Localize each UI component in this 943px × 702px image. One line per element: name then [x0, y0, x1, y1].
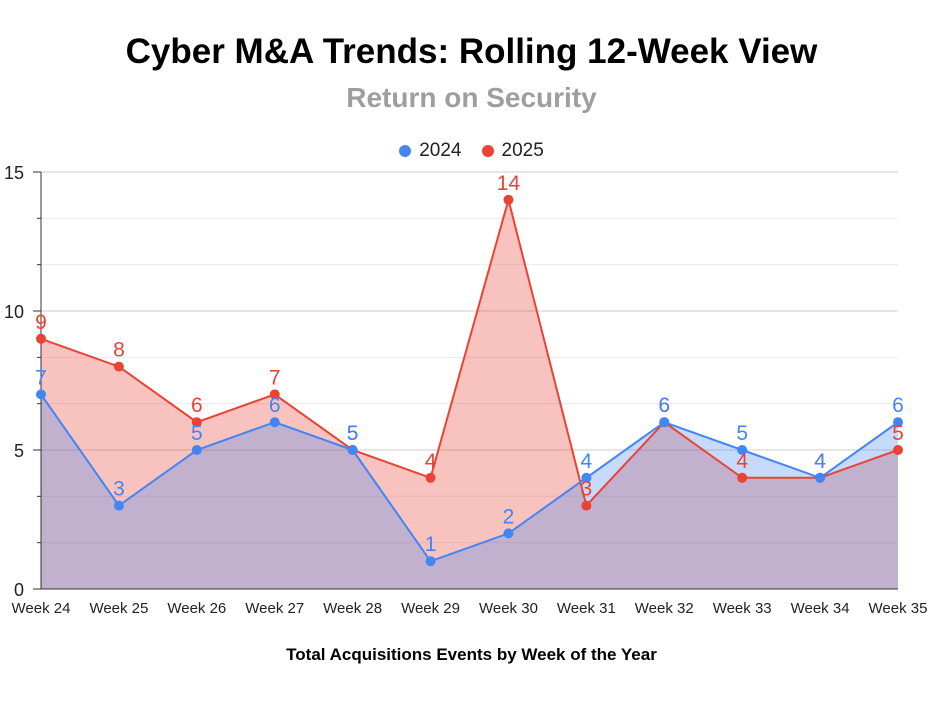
x-axis-title: Total Acquisitions Events by Week of the…: [286, 645, 657, 664]
area-2024: [41, 394, 898, 589]
legend-label-2025: 2025: [501, 140, 544, 161]
legend-label-2024: 2024: [419, 140, 462, 161]
data-label-2025: 3: [581, 478, 593, 501]
data-label-2024: 6: [658, 394, 670, 417]
y-tick-label: 5: [14, 441, 24, 461]
y-tick-label: 0: [14, 580, 24, 600]
data-point-2024: [737, 445, 748, 455]
data-point-2025: [113, 361, 124, 372]
x-tick-label: Week 28: [323, 600, 382, 617]
data-label-2025: 5: [892, 422, 904, 445]
data-label-2024: 4: [581, 450, 593, 473]
y-tick-label: 10: [4, 302, 24, 322]
chart-title: Cyber M&A Trends: Rolling 12-Week View: [125, 32, 818, 71]
data-point-2025: [36, 333, 46, 344]
x-tick-label: Week 26: [167, 600, 226, 617]
data-label-2025: 8: [113, 339, 125, 362]
x-tick-label: Week 34: [791, 600, 850, 617]
series-line-2025: [40, 195, 899, 508]
legend: 2024 2025: [0, 140, 943, 162]
data-point-2024: [347, 445, 358, 455]
data-label-2024: 6: [269, 394, 281, 417]
data-label-2024: 5: [347, 422, 359, 445]
x-tick-label: Week 27: [245, 600, 304, 617]
data-point-2024: [659, 417, 670, 428]
x-tick-label: Week 25: [89, 600, 148, 617]
data-label-2025: 9: [35, 311, 47, 334]
data-point-2024: [815, 472, 826, 483]
legend-marker-2024: [399, 145, 412, 157]
data-point-2025: [581, 500, 592, 511]
data-point-2024: [269, 417, 280, 428]
data-label-2025: 6: [191, 394, 203, 417]
data-label-2025: 4: [425, 450, 437, 473]
y-tick-label: 15: [4, 163, 24, 183]
data-label-2024: 3: [113, 478, 125, 501]
x-tick-label: Week 29: [401, 600, 460, 617]
data-label-2024: 7: [35, 366, 47, 389]
data-label-2025: 4: [814, 450, 826, 473]
data-label-2025: 5: [347, 422, 359, 445]
legend-marker-2025: [481, 145, 494, 157]
x-tick-label: Week 35: [869, 600, 928, 617]
data-label-2024: 5: [191, 422, 203, 445]
data-label-2025: 14: [497, 172, 521, 195]
x-tick-label: Week 30: [479, 600, 538, 617]
data-point-2024: [425, 556, 436, 567]
data-point-2024: [113, 500, 124, 511]
x-tick-label: Week 33: [713, 600, 772, 617]
series-line-2024: [40, 393, 899, 563]
data-point-2025: [425, 472, 436, 483]
data-point-2025: [503, 194, 514, 205]
data-label-2025: 6: [658, 394, 670, 417]
x-tick-label: Week 32: [635, 600, 694, 617]
legend-item-2024: 2024: [399, 140, 462, 162]
data-point-2025: [893, 445, 903, 455]
chart-subtitle: Return on Security: [346, 82, 597, 113]
data-label-2024: 4: [814, 450, 826, 473]
legend-item-2025: 2025: [481, 140, 544, 162]
area-2025: [41, 199, 898, 590]
x-tick-label: Week 31: [557, 600, 616, 617]
data-label-2024: 1: [425, 533, 437, 556]
data-label-2024: 5: [736, 422, 748, 445]
data-point-2025: [191, 417, 202, 428]
data-label-2024: 6: [892, 394, 904, 417]
data-point-2024: [36, 389, 46, 400]
data-point-2024: [191, 445, 202, 455]
x-tick-label: Week 24: [12, 600, 71, 617]
data-point-2025: [269, 389, 280, 400]
data-label-2025: 4: [736, 450, 748, 473]
data-label-2025: 7: [269, 366, 281, 389]
data-point-2024: [893, 417, 903, 428]
data-point-2024: [503, 528, 514, 539]
data-label-2024: 2: [503, 505, 515, 528]
data-point-2024: [581, 472, 592, 483]
data-point-2025: [737, 472, 748, 483]
